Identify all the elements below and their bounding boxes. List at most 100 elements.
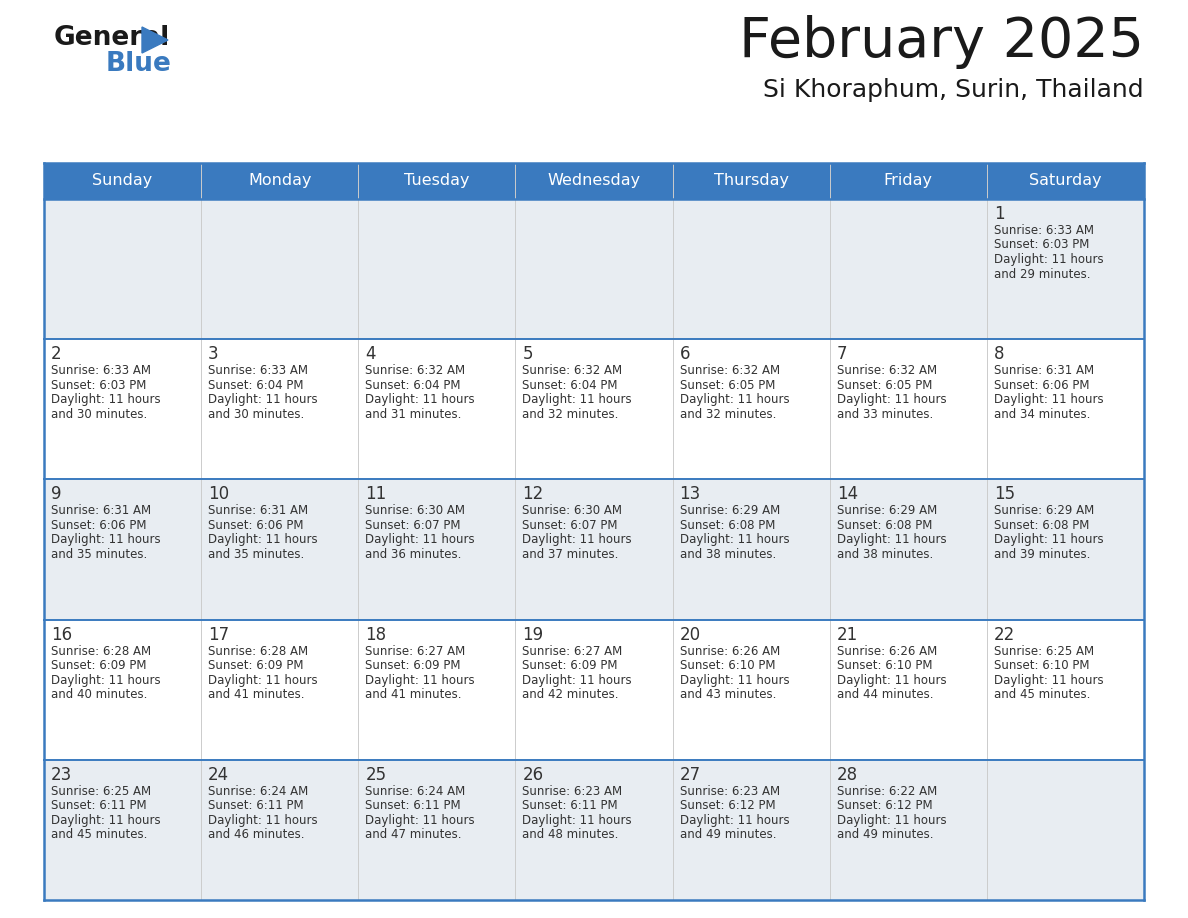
- Text: Daylight: 11 hours: Daylight: 11 hours: [51, 393, 160, 406]
- Text: Sunset: 6:07 PM: Sunset: 6:07 PM: [523, 519, 618, 532]
- Text: and 32 minutes.: and 32 minutes.: [523, 408, 619, 420]
- Bar: [516, 339, 672, 479]
- Text: 20: 20: [680, 625, 701, 644]
- Text: Sunset: 6:09 PM: Sunset: 6:09 PM: [365, 659, 461, 672]
- Text: Sunset: 6:03 PM: Sunset: 6:03 PM: [51, 379, 146, 392]
- Text: 23: 23: [51, 766, 72, 784]
- Text: Tuesday: Tuesday: [404, 174, 469, 188]
- Text: Sunset: 6:10 PM: Sunset: 6:10 PM: [680, 659, 775, 672]
- Bar: [44, 199, 201, 339]
- Text: Sunrise: 6:26 AM: Sunrise: 6:26 AM: [836, 644, 937, 657]
- Bar: [829, 760, 987, 900]
- Text: Daylight: 11 hours: Daylight: 11 hours: [365, 393, 475, 406]
- Bar: [44, 339, 201, 479]
- Bar: [44, 163, 1144, 199]
- Text: Sunday: Sunday: [93, 174, 153, 188]
- Text: 19: 19: [523, 625, 544, 644]
- Bar: [201, 760, 359, 900]
- Text: Daylight: 11 hours: Daylight: 11 hours: [994, 253, 1104, 266]
- Text: 11: 11: [365, 486, 386, 503]
- Text: and 37 minutes.: and 37 minutes.: [523, 548, 619, 561]
- Text: 16: 16: [51, 625, 72, 644]
- Text: 13: 13: [680, 486, 701, 503]
- Text: and 30 minutes.: and 30 minutes.: [51, 408, 147, 420]
- Text: Sunrise: 6:32 AM: Sunrise: 6:32 AM: [523, 364, 623, 377]
- Text: Sunset: 6:03 PM: Sunset: 6:03 PM: [994, 239, 1089, 252]
- Text: and 31 minutes.: and 31 minutes.: [365, 408, 462, 420]
- Text: and 33 minutes.: and 33 minutes.: [836, 408, 933, 420]
- Text: and 30 minutes.: and 30 minutes.: [208, 408, 304, 420]
- Text: Blue: Blue: [106, 51, 172, 77]
- Text: Sunrise: 6:31 AM: Sunrise: 6:31 AM: [51, 504, 151, 518]
- Bar: [201, 479, 359, 620]
- Text: 25: 25: [365, 766, 386, 784]
- Bar: [987, 339, 1144, 479]
- Text: 17: 17: [208, 625, 229, 644]
- Text: Sunrise: 6:29 AM: Sunrise: 6:29 AM: [836, 504, 937, 518]
- Text: Sunset: 6:06 PM: Sunset: 6:06 PM: [208, 519, 304, 532]
- Text: 2: 2: [51, 345, 62, 364]
- Text: Sunset: 6:08 PM: Sunset: 6:08 PM: [680, 519, 775, 532]
- Text: Sunrise: 6:24 AM: Sunrise: 6:24 AM: [365, 785, 466, 798]
- Text: Sunset: 6:04 PM: Sunset: 6:04 PM: [208, 379, 304, 392]
- Text: February 2025: February 2025: [739, 15, 1144, 69]
- Polygon shape: [143, 27, 168, 53]
- Text: Sunrise: 6:29 AM: Sunrise: 6:29 AM: [680, 504, 779, 518]
- Text: Sunset: 6:12 PM: Sunset: 6:12 PM: [836, 800, 933, 812]
- Text: Sunset: 6:07 PM: Sunset: 6:07 PM: [365, 519, 461, 532]
- Bar: [201, 199, 359, 339]
- Text: Daylight: 11 hours: Daylight: 11 hours: [51, 674, 160, 687]
- Text: Sunset: 6:12 PM: Sunset: 6:12 PM: [680, 800, 776, 812]
- Bar: [359, 760, 516, 900]
- Text: and 36 minutes.: and 36 minutes.: [365, 548, 462, 561]
- Text: Daylight: 11 hours: Daylight: 11 hours: [836, 533, 947, 546]
- Bar: [516, 620, 672, 760]
- Text: and 49 minutes.: and 49 minutes.: [836, 828, 934, 841]
- Text: General: General: [53, 25, 170, 51]
- Text: Sunset: 6:05 PM: Sunset: 6:05 PM: [836, 379, 933, 392]
- Text: and 46 minutes.: and 46 minutes.: [208, 828, 304, 841]
- Bar: [201, 339, 359, 479]
- Text: 15: 15: [994, 486, 1015, 503]
- Text: and 34 minutes.: and 34 minutes.: [994, 408, 1091, 420]
- Text: 8: 8: [994, 345, 1004, 364]
- Text: Daylight: 11 hours: Daylight: 11 hours: [680, 674, 789, 687]
- Bar: [516, 199, 672, 339]
- Text: Sunset: 6:11 PM: Sunset: 6:11 PM: [523, 800, 618, 812]
- Bar: [672, 760, 829, 900]
- Text: Monday: Monday: [248, 174, 311, 188]
- Text: Sunset: 6:11 PM: Sunset: 6:11 PM: [365, 800, 461, 812]
- Text: Sunrise: 6:25 AM: Sunrise: 6:25 AM: [51, 785, 151, 798]
- Text: Sunset: 6:04 PM: Sunset: 6:04 PM: [365, 379, 461, 392]
- Text: Daylight: 11 hours: Daylight: 11 hours: [994, 533, 1104, 546]
- Text: Sunset: 6:09 PM: Sunset: 6:09 PM: [208, 659, 304, 672]
- Text: 6: 6: [680, 345, 690, 364]
- Text: Daylight: 11 hours: Daylight: 11 hours: [523, 533, 632, 546]
- Bar: [672, 620, 829, 760]
- Text: Sunrise: 6:29 AM: Sunrise: 6:29 AM: [994, 504, 1094, 518]
- Text: Sunset: 6:09 PM: Sunset: 6:09 PM: [51, 659, 146, 672]
- Text: Daylight: 11 hours: Daylight: 11 hours: [994, 393, 1104, 406]
- Text: Sunrise: 6:28 AM: Sunrise: 6:28 AM: [208, 644, 308, 657]
- Text: Sunset: 6:11 PM: Sunset: 6:11 PM: [208, 800, 304, 812]
- Text: 27: 27: [680, 766, 701, 784]
- Text: and 39 minutes.: and 39 minutes.: [994, 548, 1091, 561]
- Text: 12: 12: [523, 486, 544, 503]
- Bar: [201, 620, 359, 760]
- Bar: [987, 199, 1144, 339]
- Text: Sunset: 6:08 PM: Sunset: 6:08 PM: [836, 519, 933, 532]
- Text: Sunrise: 6:26 AM: Sunrise: 6:26 AM: [680, 644, 779, 657]
- Text: Sunset: 6:04 PM: Sunset: 6:04 PM: [523, 379, 618, 392]
- Text: and 41 minutes.: and 41 minutes.: [365, 688, 462, 701]
- Text: and 35 minutes.: and 35 minutes.: [51, 548, 147, 561]
- Text: Daylight: 11 hours: Daylight: 11 hours: [208, 533, 317, 546]
- Text: Sunrise: 6:25 AM: Sunrise: 6:25 AM: [994, 644, 1094, 657]
- Text: Daylight: 11 hours: Daylight: 11 hours: [680, 533, 789, 546]
- Text: 28: 28: [836, 766, 858, 784]
- Text: 7: 7: [836, 345, 847, 364]
- Text: Daylight: 11 hours: Daylight: 11 hours: [51, 813, 160, 827]
- Bar: [359, 620, 516, 760]
- Text: 14: 14: [836, 486, 858, 503]
- Bar: [829, 620, 987, 760]
- Bar: [44, 620, 201, 760]
